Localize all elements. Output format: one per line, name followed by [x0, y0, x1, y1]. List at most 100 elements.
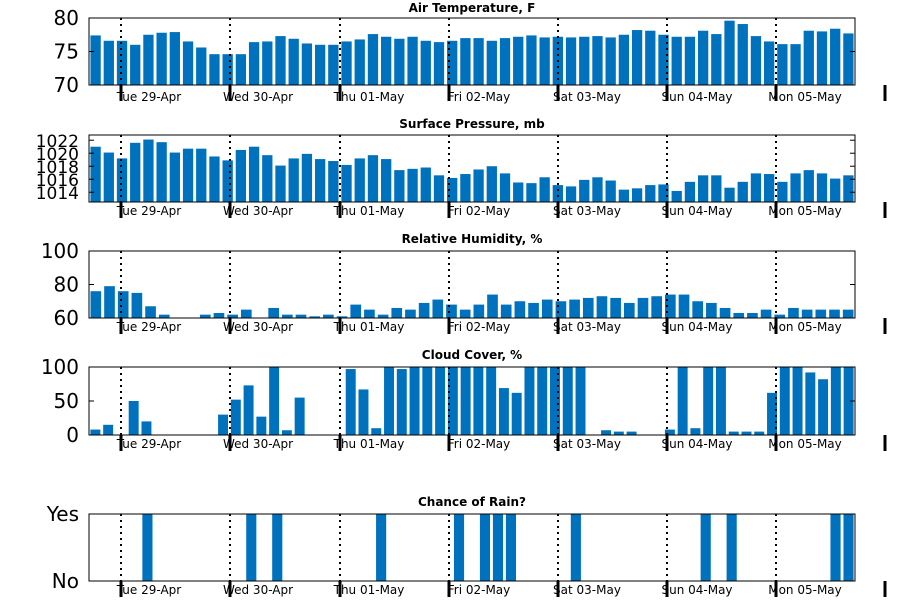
bar [562, 367, 573, 435]
bar [631, 188, 643, 202]
bar [288, 158, 299, 202]
bar [103, 424, 114, 435]
bar [779, 367, 790, 435]
bar [565, 186, 577, 202]
x-tick-label: Sun 04-May [661, 320, 732, 334]
bar [610, 297, 621, 318]
bar [364, 309, 375, 319]
bar [420, 167, 431, 202]
bar [394, 170, 405, 202]
bar [513, 36, 524, 85]
bar [128, 401, 139, 435]
bar [272, 514, 283, 581]
chart-title: Relative Humidity, % [402, 232, 543, 246]
bar [703, 367, 714, 435]
bar [830, 28, 841, 85]
bar [90, 146, 101, 202]
bar [269, 367, 280, 435]
x-tick-label: Sat 03-May [553, 204, 621, 218]
bar [309, 316, 321, 318]
bar [295, 314, 307, 318]
bar [829, 309, 840, 319]
bar [733, 312, 745, 318]
bar [158, 314, 170, 318]
bar [422, 367, 433, 435]
bar [213, 312, 225, 318]
bar [658, 34, 669, 85]
y-tick-label: 1018 [36, 158, 79, 178]
bar [596, 296, 608, 318]
bar [196, 148, 207, 202]
bar [381, 159, 392, 202]
bar [104, 286, 115, 318]
bar [435, 367, 446, 435]
bar [301, 153, 313, 202]
y-tick-label: No [52, 569, 79, 593]
bar [341, 41, 352, 85]
chart-panel-4: 0 50 100 Cloud Cover, % Tue 29-Apr Wed 30-Apr… [41, 348, 887, 451]
bar [658, 184, 669, 202]
bar [764, 41, 775, 85]
chart-title: Air Temperature, F [409, 1, 536, 15]
bar [774, 314, 786, 318]
bar [314, 44, 326, 85]
bar [460, 367, 471, 435]
bar [843, 367, 854, 435]
chart-panel-1: 70 75 80 Air Temperature, F Tue 29-Apr Wed 30… [54, 1, 887, 104]
bar [555, 301, 567, 318]
x-tick-label: Thu 01-May [333, 320, 405, 334]
bar [486, 40, 497, 85]
bar [486, 166, 497, 202]
x-tick-label: Mon 05-May [768, 204, 842, 218]
bar [377, 314, 389, 318]
x-tick-label: Sat 03-May [553, 90, 621, 104]
x-tick-label: Mon 05-May [768, 437, 842, 451]
bar [697, 175, 709, 202]
x-tick-label: Sat 03-May [553, 320, 621, 334]
bar [539, 177, 550, 202]
x-tick-label: Fri 02-May [448, 90, 511, 104]
bar [552, 185, 563, 202]
bar [328, 161, 339, 202]
bar [747, 312, 758, 318]
bar [394, 38, 405, 85]
bar [432, 299, 444, 318]
bar [690, 428, 701, 435]
bar [473, 304, 485, 318]
bar [391, 307, 403, 318]
bar [282, 314, 293, 318]
bar [724, 187, 735, 202]
bar [569, 299, 580, 318]
bar [499, 173, 511, 202]
bar [605, 180, 616, 202]
x-tick-label: Thu 01-May [333, 204, 405, 218]
chart-title: Surface Pressure, mb [399, 117, 545, 131]
bar [209, 156, 220, 202]
bar [801, 309, 813, 319]
bar [103, 152, 114, 202]
x-tick-label: Sun 04-May [661, 204, 732, 218]
bar [843, 33, 854, 85]
bar [130, 44, 141, 85]
bar [446, 304, 457, 318]
bar [116, 40, 128, 85]
bar [513, 182, 524, 202]
bar [539, 37, 550, 85]
bar [626, 431, 637, 435]
bar [750, 173, 762, 202]
bar [500, 304, 512, 318]
bar [275, 165, 286, 202]
bar [218, 414, 229, 435]
bar [737, 181, 748, 202]
bar [706, 302, 717, 318]
y-tick-label: 1016 [36, 171, 79, 191]
bar [407, 36, 418, 85]
bar [301, 43, 313, 85]
bar [843, 514, 854, 581]
bar [830, 178, 841, 202]
bar [354, 158, 365, 202]
bar [579, 36, 590, 85]
x-tick-label: Sat 03-May [553, 583, 621, 597]
